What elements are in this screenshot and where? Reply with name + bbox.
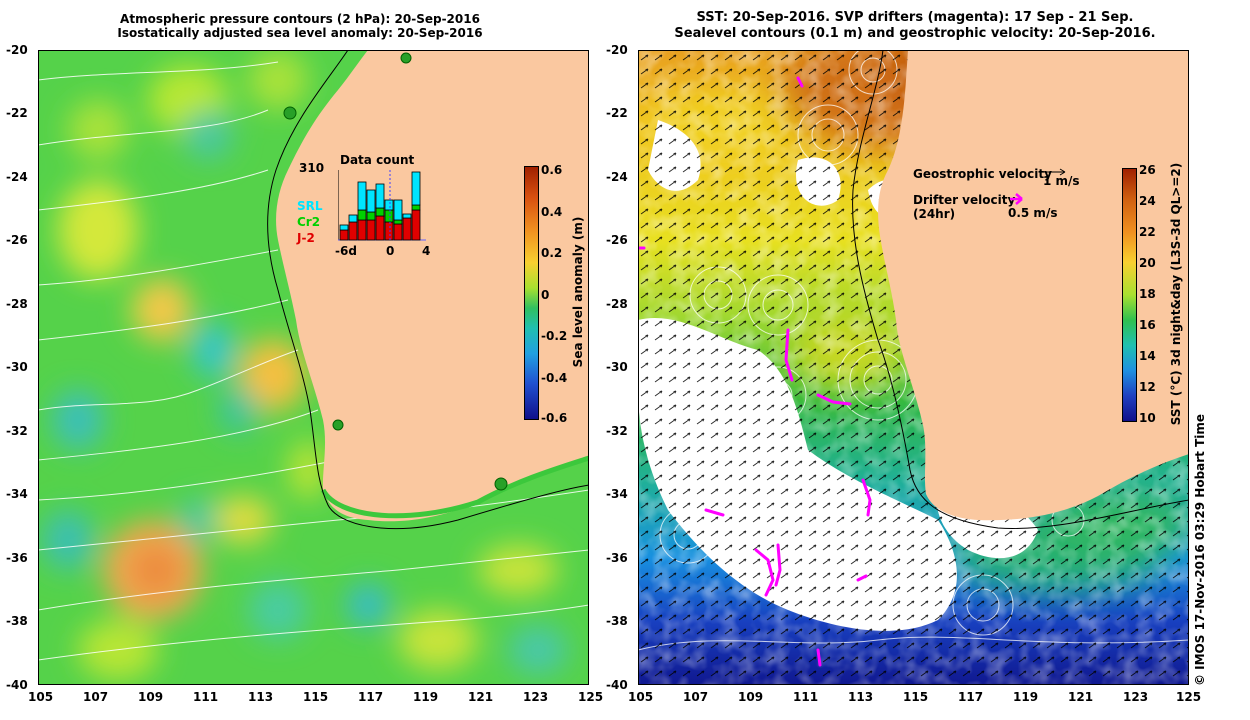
left-title: Atmospheric pressure contours (2 hPa): 2… — [70, 12, 530, 40]
left-x-tick: 105 — [28, 690, 54, 704]
sst-tick: 22 — [1139, 225, 1156, 239]
sst-tick: 26 — [1139, 163, 1156, 177]
right-y-tick: -32 — [606, 424, 628, 438]
right-y-tick: -22 — [606, 106, 628, 120]
right-x-tick: 117 — [958, 690, 984, 704]
sla-tick: -0.4 — [541, 371, 568, 385]
inset-max-label: 310 — [299, 161, 325, 175]
left-y-tick: -26 — [6, 233, 28, 247]
land-australia — [878, 50, 1189, 521]
geo-velocity-scale: 1 m/s — [1043, 174, 1080, 188]
tide-gauges — [283, 52, 508, 491]
right-x-tick: 115 — [903, 690, 929, 704]
left-y-tick: -32 — [6, 424, 28, 438]
right-x-tick: 125 — [1176, 690, 1202, 704]
geo-velocity-arrow-icon — [1043, 168, 1066, 176]
inset-legend-cr2: Cr2 — [297, 215, 321, 229]
sst-colorbar-gradient — [1122, 168, 1137, 422]
left-y-tick: -20 — [6, 43, 28, 57]
drifter-velocity-sub: (24hr) — [913, 207, 956, 221]
right-x-tick: 121 — [1068, 690, 1094, 704]
right-y-tick: -34 — [606, 487, 628, 501]
left-y-tick: -22 — [6, 106, 28, 120]
right-y-tick: -36 — [606, 551, 628, 565]
shelf-contour — [267, 50, 589, 530]
sla-tick: -0.6 — [541, 411, 568, 425]
left-x-tick: 121 — [468, 690, 494, 704]
sla-tick: -0.2 — [541, 329, 568, 343]
right-y-tick: -38 — [606, 614, 628, 628]
left-x-tick: 123 — [523, 690, 549, 704]
right-x-tick: 105 — [628, 690, 654, 704]
right-title: SST: 20-Sep-2016. SVP drifters (magenta)… — [640, 10, 1190, 42]
inset-x-tick: 4 — [422, 244, 431, 258]
sla-tick: 0 — [541, 288, 550, 302]
drifter-velocity-label: Drifter velocity — [913, 193, 1016, 207]
left-title-line2: Isostatically adjusted sea level anomaly… — [117, 26, 483, 40]
left-x-tick: 109 — [138, 690, 164, 704]
sst-tick: 18 — [1139, 287, 1156, 301]
right-y-tick: -26 — [606, 233, 628, 247]
right-y-tick: -28 — [606, 297, 628, 311]
coastal-track — [320, 455, 589, 519]
sst-tick: 10 — [1139, 411, 1156, 425]
drifter-tracks — [638, 76, 872, 667]
right-x-tick: 113 — [848, 690, 874, 704]
right-x-tick: 111 — [793, 690, 819, 704]
right-x-tick: 109 — [738, 690, 764, 704]
left-x-tick: 111 — [193, 690, 219, 704]
left-x-tick: 115 — [303, 690, 329, 704]
right-map[interactable] — [638, 50, 1189, 685]
right-y-tick: -40 — [606, 678, 628, 692]
geo-velocity-label: Geostrophic velocity — [913, 167, 1052, 181]
sst-tick: 14 — [1139, 349, 1156, 363]
left-y-tick: -24 — [6, 170, 28, 184]
right-y-tick: -20 — [606, 43, 628, 57]
right-x-tick: 123 — [1123, 690, 1149, 704]
inset-x-tick: -6d — [335, 244, 357, 258]
left-y-tick: -40 — [6, 678, 28, 692]
sst-tick: 12 — [1139, 380, 1156, 394]
left-x-tick: 119 — [413, 690, 439, 704]
drifter-velocity-scale: 0.5 m/s — [1008, 206, 1058, 220]
left-y-tick: -38 — [6, 614, 28, 628]
inset-x-tick: 0 — [386, 244, 395, 258]
inset-bar-chart — [338, 170, 426, 242]
drifter-arrow-icon — [1010, 193, 1023, 205]
sst-tick: 16 — [1139, 318, 1156, 332]
inset-legend-srl: SRL — [297, 199, 323, 213]
right-x-tick: 107 — [683, 690, 709, 704]
right-y-tick: -30 — [606, 360, 628, 374]
inset-legend-j2: J-2 — [297, 231, 315, 245]
inset-title: Data count — [340, 153, 415, 167]
left-y-tick: -36 — [6, 551, 28, 565]
left-x-tick: 125 — [578, 690, 604, 704]
left-map[interactable] — [38, 50, 589, 685]
shelf-contour — [852, 50, 1189, 529]
left-y-tick: -34 — [6, 487, 28, 501]
sla-colorbar-gradient — [524, 166, 539, 420]
sla-tick: 0.4 — [541, 205, 563, 219]
left-x-tick: 107 — [83, 690, 109, 704]
right-x-tick: 119 — [1013, 690, 1039, 704]
sla-tick: 0.6 — [541, 163, 563, 177]
land-australia — [276, 50, 589, 522]
sst-tick: 20 — [1139, 256, 1156, 270]
sst-tick: 24 — [1139, 194, 1156, 208]
right-title-line1: SST: 20-Sep-2016. SVP drifters (magenta)… — [696, 10, 1134, 25]
pressure-contours — [38, 61, 589, 661]
left-y-tick: -28 — [6, 297, 28, 311]
left-y-tick: -30 — [6, 360, 28, 374]
right-title-line2: Sealevel contours (0.1 m) and geostrophi… — [674, 26, 1156, 41]
left-x-tick: 117 — [358, 690, 384, 704]
right-y-tick: -24 — [606, 170, 628, 184]
left-x-tick: 113 — [248, 690, 274, 704]
sla-tick: 0.2 — [541, 246, 563, 260]
left-title-line1: Atmospheric pressure contours (2 hPa): 2… — [120, 12, 480, 26]
